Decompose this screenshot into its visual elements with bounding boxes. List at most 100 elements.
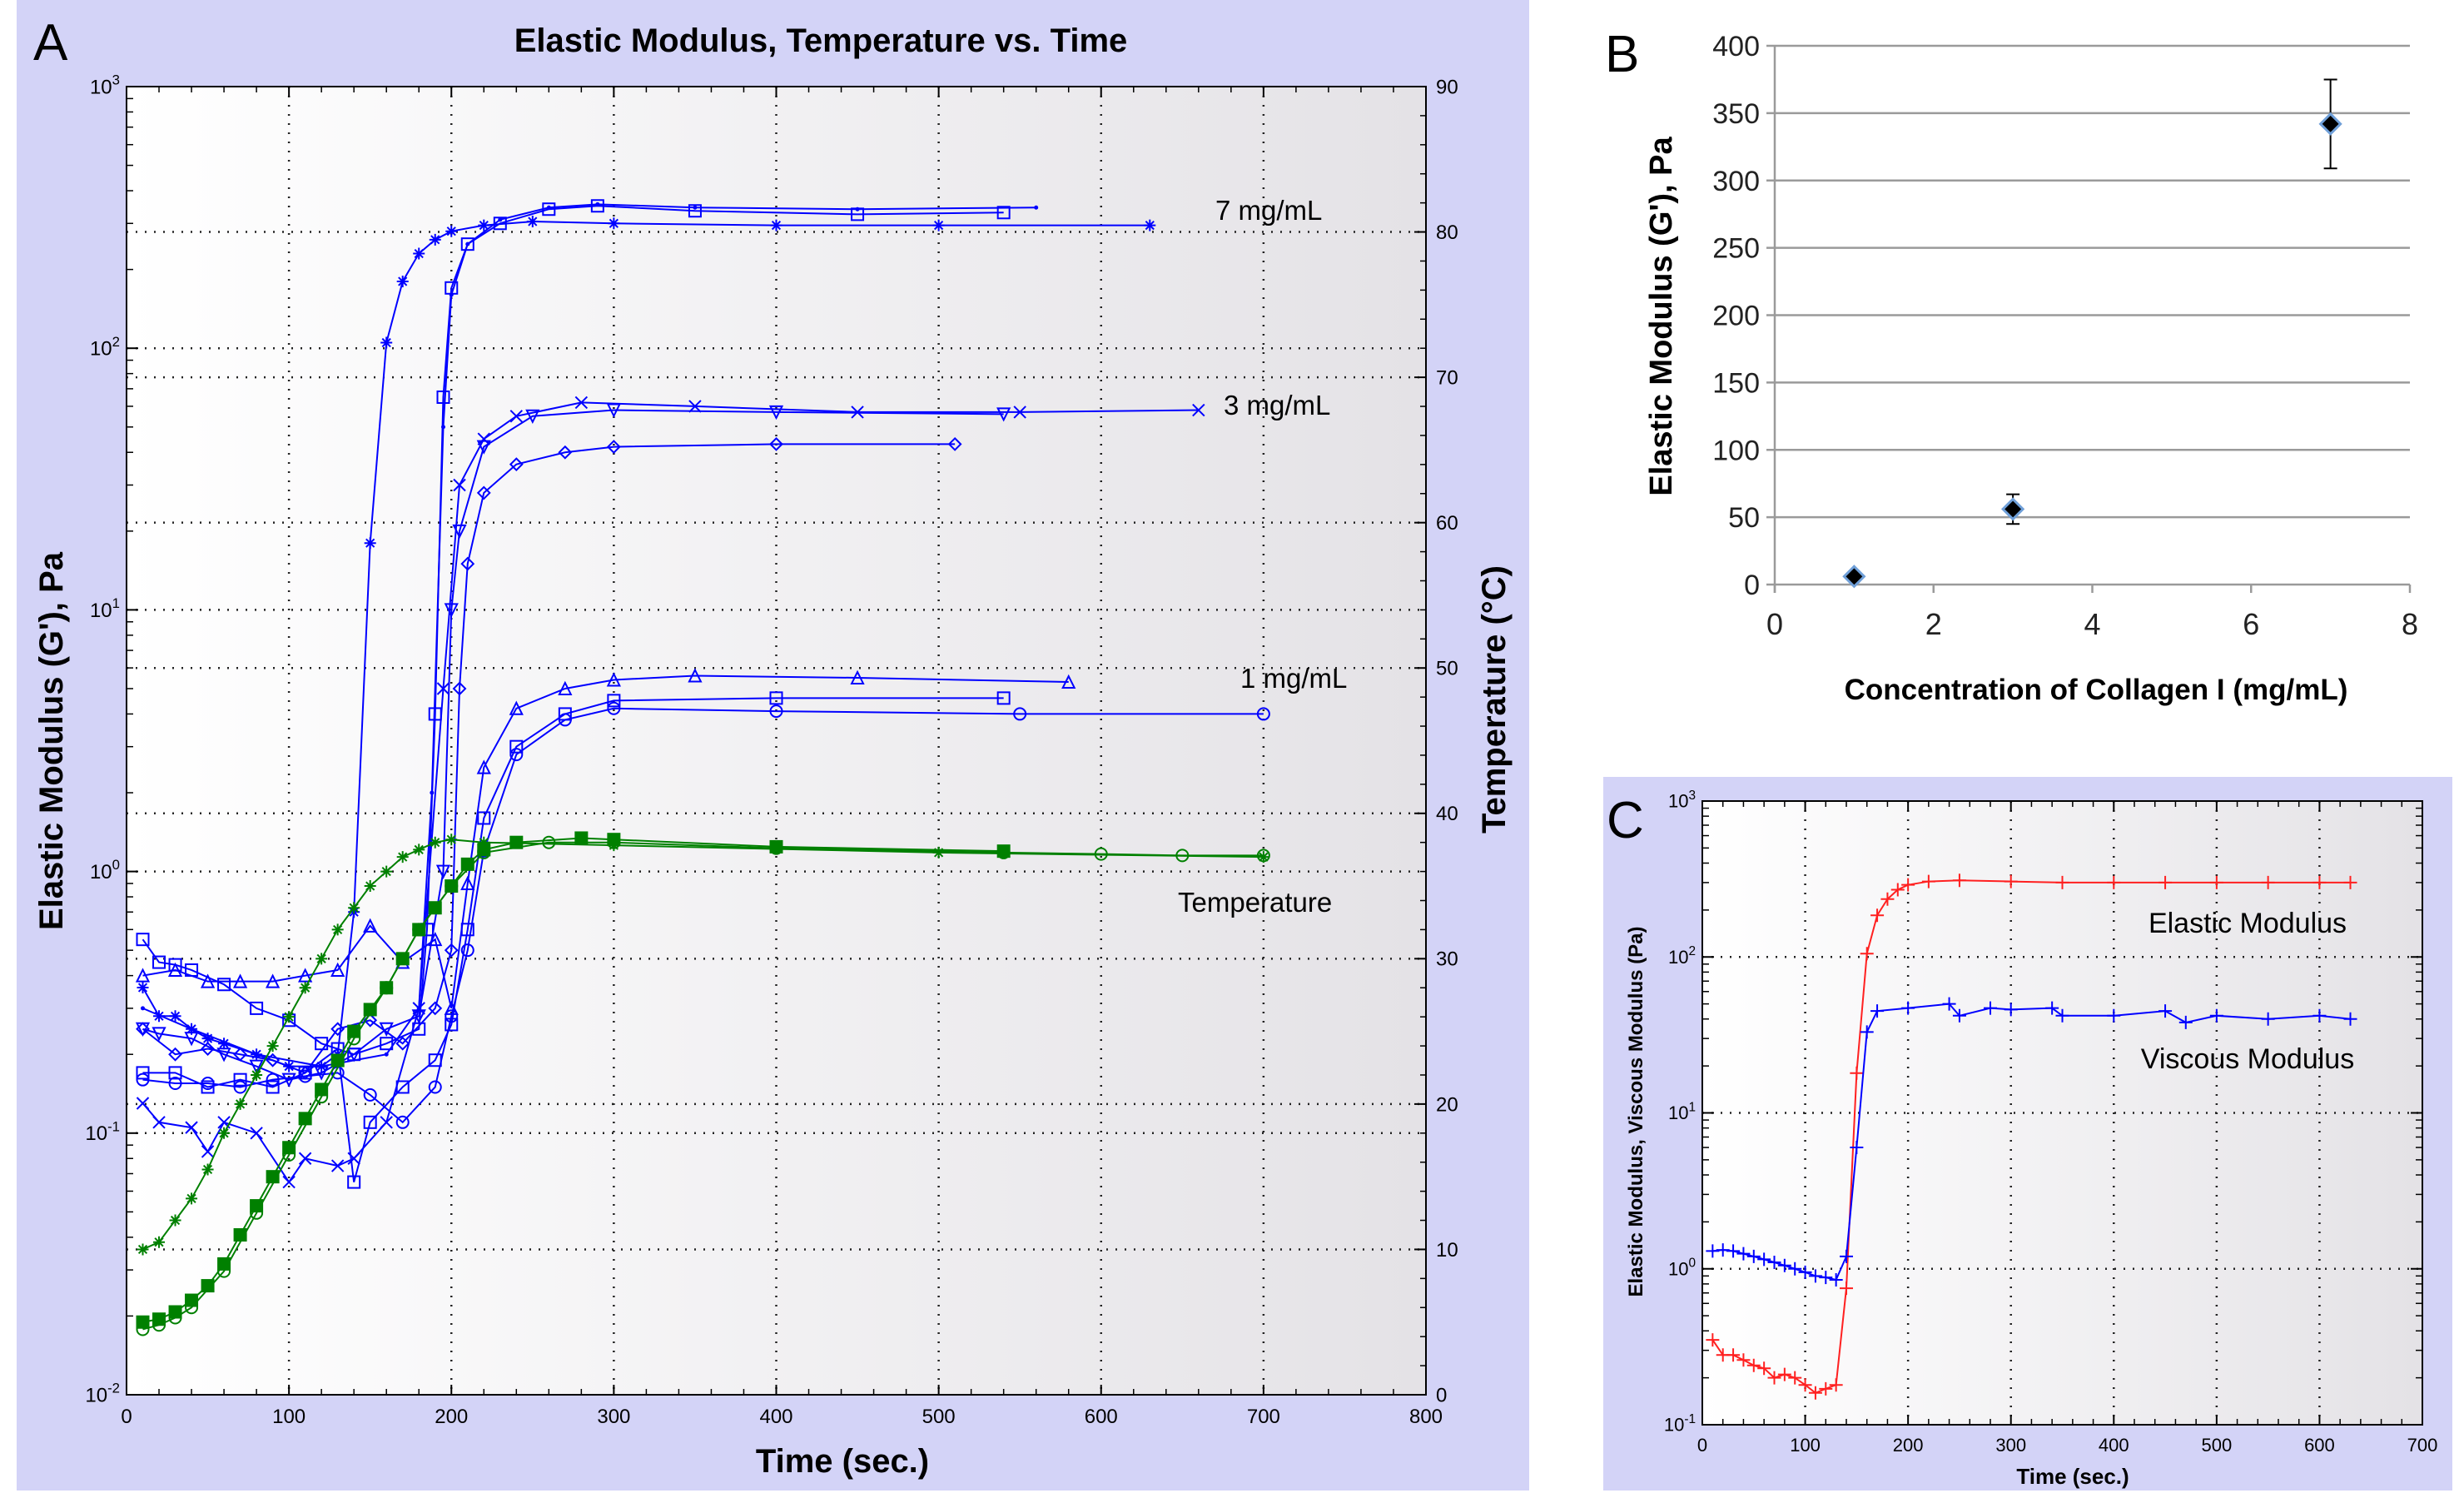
panel-a-series — [135, 199, 1270, 1336]
series-line — [142, 443, 956, 1074]
marker-circle — [1256, 849, 1270, 863]
marker-plus — [1952, 1008, 1966, 1023]
marker-triangle-down — [184, 1032, 199, 1047]
x-tick-label: 4 — [2084, 607, 2100, 641]
marker-x — [1192, 403, 1205, 417]
marker-plus — [2055, 875, 2069, 889]
marker-diamond — [428, 1001, 443, 1016]
marker-plus — [1767, 1371, 1781, 1385]
x-tick-label: 200 — [435, 1406, 468, 1428]
marker-dot — [440, 425, 445, 430]
marker-circle — [250, 1206, 264, 1220]
panel-a-grid — [127, 87, 1426, 1395]
panel-c-x-axis-title: Time (sec.) — [2016, 1464, 2129, 1489]
marker-square — [363, 1115, 377, 1129]
marker-circle — [1175, 849, 1190, 863]
marker-plus — [2209, 1008, 2223, 1023]
marker-plus — [1921, 874, 1935, 888]
marker-plus — [1788, 1262, 1802, 1276]
y-tick-label: 101 — [90, 595, 120, 622]
x-tick-label: 0 — [1766, 607, 1783, 641]
marker-asterisk — [283, 1011, 296, 1023]
x-tick-label: 2 — [1925, 607, 1942, 641]
x-tick-label: 300 — [1995, 1435, 2026, 1456]
marker-asterisk — [380, 336, 393, 349]
marker-x — [201, 1145, 215, 1158]
marker-dot — [465, 241, 470, 246]
marker-plus — [1870, 1004, 1885, 1018]
marker-square — [996, 206, 1011, 220]
marker-circle — [152, 1318, 166, 1332]
marker-diamond — [330, 1022, 345, 1037]
marker-circle — [363, 1087, 377, 1102]
x-tick-label: 300 — [597, 1406, 630, 1428]
marker-triangle-down — [996, 407, 1011, 422]
marker-dot — [595, 202, 600, 207]
series-line — [142, 674, 1069, 1009]
marker-asterisk — [137, 1243, 149, 1256]
marker-dot — [254, 1052, 259, 1057]
marker-plus — [2158, 875, 2173, 889]
marker-x — [453, 478, 466, 492]
marker-circle — [201, 1076, 215, 1090]
marker-plus — [2045, 1001, 2059, 1015]
marker-plus — [1798, 1265, 1812, 1279]
series-elastic-modulus — [1706, 873, 2357, 1400]
marker-square — [769, 691, 783, 705]
marker-plus — [1777, 1367, 1791, 1381]
panel-a-x-axis-title: Time (sec.) — [756, 1443, 929, 1480]
y2-tick-label: 10 — [1436, 1239, 1458, 1262]
marker-asterisk — [396, 275, 409, 287]
marker-asterisk — [266, 1040, 279, 1053]
x-tick-label: 6 — [2243, 607, 2259, 641]
marker-dot — [546, 205, 551, 210]
marker-x — [152, 1116, 166, 1129]
marker-circle — [607, 701, 621, 715]
marker-square — [266, 1080, 280, 1094]
x-tick-label: 500 — [922, 1406, 956, 1428]
marker-dot — [498, 217, 503, 222]
y2-tick-label: 40 — [1436, 803, 1458, 825]
marker-plus — [1746, 1249, 1761, 1263]
marker-plus — [1942, 997, 1956, 1011]
annotation-1mg: 1 mg/mL — [1240, 663, 1347, 694]
marker-circle — [558, 713, 572, 727]
marker-triangle — [1061, 674, 1076, 689]
marker-circle — [769, 704, 783, 719]
x-tick-label: 0 — [1697, 1435, 1707, 1456]
y2-tick-label: 80 — [1436, 221, 1458, 244]
marker-asterisk — [364, 537, 376, 550]
y-tick-label: 101 — [1668, 1100, 1696, 1123]
marker-plus — [1952, 873, 1966, 888]
annotation-elastic-modulus: Elastic Modulus — [2149, 908, 2347, 939]
marker-triangle-down — [411, 1009, 426, 1024]
marker-asterisk — [201, 1033, 214, 1045]
x-tick-label: 600 — [2304, 1435, 2335, 1456]
marker-square — [233, 1073, 247, 1087]
marker-x — [282, 1175, 296, 1189]
y-tick-label: 100 — [1712, 435, 1760, 466]
diamond-marker — [1842, 565, 1866, 589]
marker-circle — [996, 845, 1011, 859]
marker-plus — [2209, 875, 2223, 889]
diamond-marker — [2318, 112, 2342, 136]
y-tick-label: 10-1 — [1664, 1412, 1696, 1436]
y-tick-label: 400 — [1712, 31, 1760, 62]
marker-plus — [2107, 875, 2121, 889]
marker-plus — [1901, 878, 1915, 892]
marker-asterisk — [1257, 851, 1269, 863]
marker-diamond — [136, 1022, 150, 1037]
marker-diamond — [168, 1047, 182, 1062]
marker-asterisk — [218, 1038, 231, 1050]
marker-asterisk — [396, 851, 409, 863]
y-tick-label: 103 — [90, 72, 120, 99]
marker-circle — [1256, 707, 1270, 721]
y2-tick-label: 20 — [1436, 1093, 1458, 1116]
panel-a-axes: 0 100 200 300 400 500 600 700 80010-210-11001011… — [85, 72, 1458, 1428]
marker-x — [574, 396, 589, 410]
marker-asterisk — [445, 834, 458, 846]
marker-diamond — [233, 1047, 248, 1062]
marker-circle — [395, 1115, 410, 1129]
marker-diamond — [509, 457, 524, 472]
data-point — [1842, 565, 1866, 589]
